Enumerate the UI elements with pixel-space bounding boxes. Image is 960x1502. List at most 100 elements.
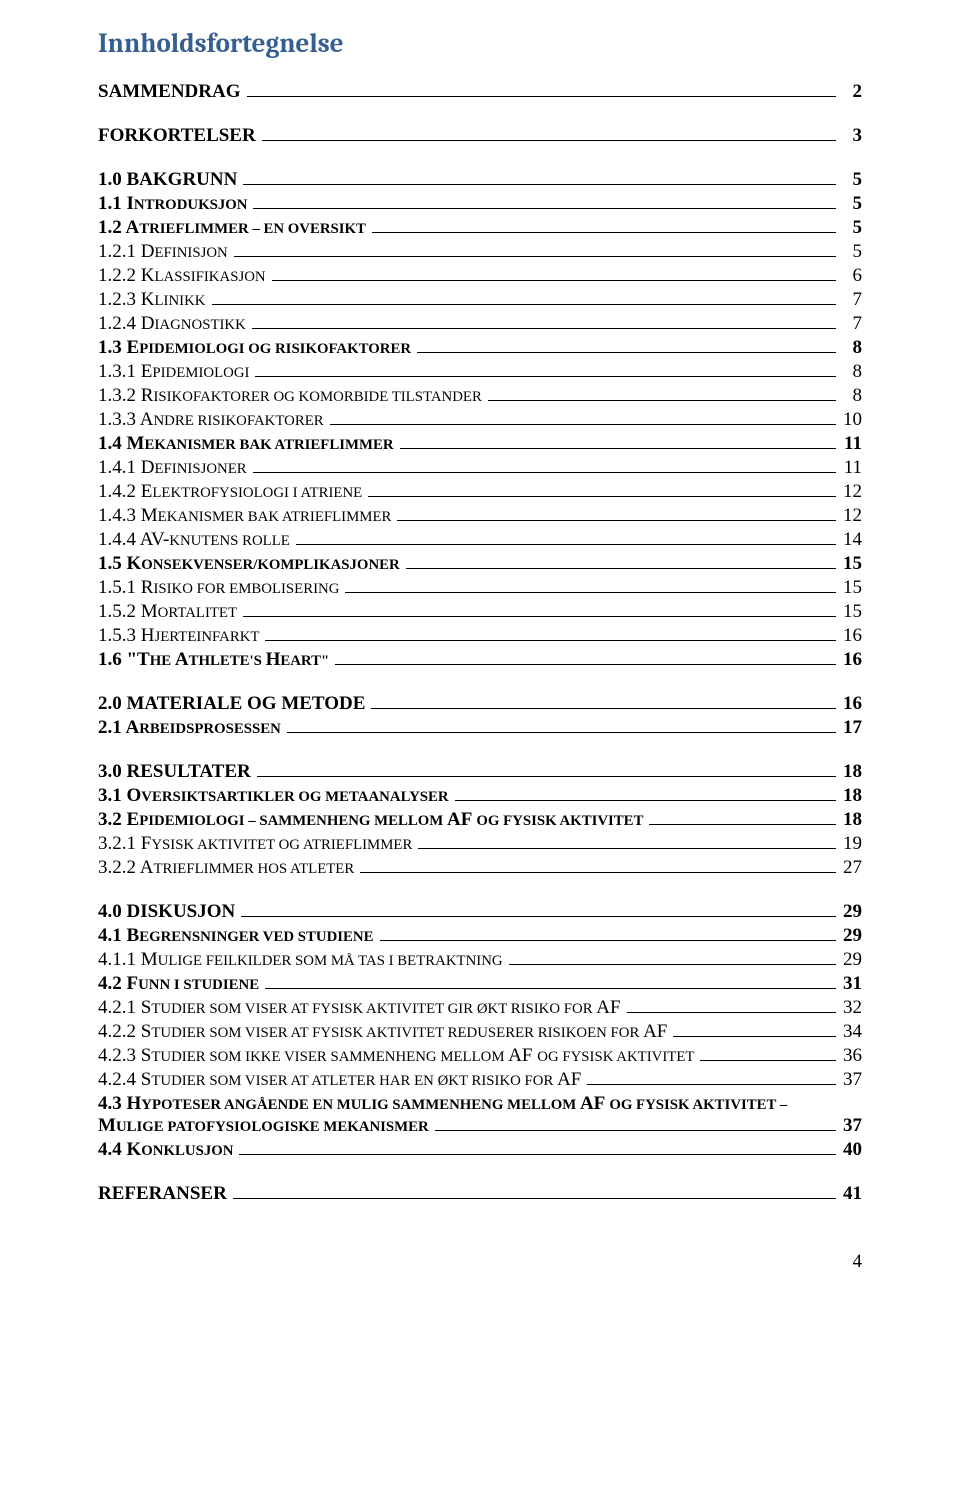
toc-entry-page: 40 (842, 1139, 862, 1161)
toc-entry: 4.2.4 STUDIER SOM VISER AT ATLETER HAR E… (98, 1069, 862, 1091)
toc-entry: 3.2.1 FYSISK AKTIVITET OG ATRIEFLIMMER19 (98, 833, 862, 855)
toc-entry: 1.2.2 KLASSIFIKASJON 6 (98, 265, 862, 287)
toc-entry-label: 1.5.2 MORTALITET (98, 601, 237, 623)
toc-entry-page: 27 (842, 857, 862, 879)
toc-entry: 4.4 KONKLUSJON40 (98, 1139, 862, 1161)
toc-entry-label: 1.5.3 HJERTEINFARKT (98, 625, 259, 647)
toc-entry: 4.2.1 STUDIER SOM VISER AT FYSISK AKTIVI… (98, 997, 862, 1019)
toc-leader-line (241, 905, 836, 917)
page-number: 4 (98, 1251, 862, 1273)
toc-entry-page: 5 (842, 169, 862, 191)
toc-leader-line (587, 1073, 836, 1085)
toc-entry-label: 1.4.3 MEKANISMER BAK ATRIEFLIMMER (98, 505, 391, 527)
toc-leader-line (257, 765, 836, 777)
toc-entry-label: 1.2.2 KLASSIFIKASJON (98, 265, 266, 287)
toc-leader-line (233, 1187, 836, 1199)
toc-entry-label: 1.4.4 AV-KNUTENS ROLLE (98, 529, 290, 551)
toc-entry-label: SAMMENDRAG (98, 81, 241, 103)
toc-leader-line (243, 173, 836, 185)
toc-entry-page: 10 (842, 409, 862, 431)
toc-entry-page: 3 (842, 125, 862, 147)
toc-entry: 1.4.3 MEKANISMER BAK ATRIEFLIMMER 12 (98, 505, 862, 527)
toc-leader-line (262, 129, 836, 141)
toc-entry: 1.2.1 DEFINISJON5 (98, 241, 862, 263)
toc-entry-page: 5 (842, 217, 862, 239)
toc-entry: 1.2 ATRIEFLIMMER – EN OVERSIKT 5 (98, 217, 862, 239)
toc-leader-line (265, 629, 836, 641)
toc-entry: 1.0 BAKGRUNN5 (98, 169, 862, 191)
toc-entry-label: 1.4.2 ELEKTROFYSIOLOGI I ATRIENE (98, 481, 362, 503)
toc-leader-line (400, 437, 836, 449)
toc-leader-line (243, 605, 836, 617)
toc-entry: 1.3.1 EPIDEMIOLOGI8 (98, 361, 862, 383)
toc-leader-line (368, 485, 836, 497)
toc-entry: REFERANSER41 (98, 1183, 862, 1205)
toc-entry-label: REFERANSER (98, 1183, 227, 1205)
toc-entry: 1.3.3 ANDRE RISIKOFAKTORER10 (98, 409, 862, 431)
toc-leader-line (212, 293, 837, 305)
toc-entry-page: 37 (842, 1115, 862, 1137)
toc-entry-label: 4.0 DISKUSJON (98, 901, 235, 923)
toc-entry: 1.4 MEKANISMER BAK ATRIEFLIMMER11 (98, 433, 862, 455)
toc-entry: 4.1.1 MULIGE FEILKILDER SOM MÅ TAS I BET… (98, 949, 862, 971)
toc-entry-label: 2.0 MATERIALE OG METODE (98, 693, 365, 715)
toc-entry: 1.4.4 AV-KNUTENS ROLLE14 (98, 529, 862, 551)
toc-entry: 1.5.1 RISIKO FOR EMBOLISERING15 (98, 577, 862, 599)
toc-entry-label: 3.0 RESULTATER (98, 761, 251, 783)
toc-leader-line (234, 245, 836, 257)
toc-leader-line (371, 697, 836, 709)
toc-leader-line (418, 837, 836, 849)
toc-leader-line (335, 653, 836, 665)
toc-entry-page: 16 (842, 693, 862, 715)
toc-entry: 3.1 OVERSIKTSARTIKLER OG METAANALYSER18 (98, 785, 862, 807)
toc-entry-page: 31 (842, 973, 862, 995)
toc-entry-label: FORKORTELSER (98, 125, 256, 147)
toc-entry: 1.5.2 MORTALITET15 (98, 601, 862, 623)
toc-entry-page: 15 (842, 577, 862, 599)
toc-entry-label: 4.1 BEGRENSNINGER VED STUDIENE (98, 925, 374, 947)
toc-entry-label: MULIGE PATOFYSIOLOGISKE MEKANISMER (98, 1115, 429, 1137)
toc-entry-label: 4.2.2 STUDIER SOM VISER AT FYSISK AKTIVI… (98, 1021, 667, 1043)
toc-entry-page: 16 (842, 649, 862, 671)
toc-entry-page: 12 (842, 505, 862, 527)
toc-leader-line (330, 413, 836, 425)
toc-leader-line (627, 1001, 836, 1013)
toc-entry-label: 1.2.4 DIAGNOSTIKK (98, 313, 246, 335)
toc-entry-page: 18 (842, 761, 862, 783)
toc-leader-line (488, 389, 836, 401)
toc-entry: 1.3 EPIDEMIOLOGI OG RISIKOFAKTORER8 (98, 337, 862, 359)
toc-entry-label: 1.4.1 DEFINISJONER (98, 457, 247, 479)
toc-entry-label: 1.6 "THE ATHLETE'S HEART" (98, 649, 329, 671)
toc-entry-page: 11 (842, 433, 862, 455)
toc-entry-page: 12 (842, 481, 862, 503)
toc-entry-page: 6 (842, 265, 862, 287)
toc-leader-line (247, 85, 837, 97)
toc-leader-line (272, 269, 836, 281)
toc-entry-page: 37 (842, 1069, 862, 1091)
toc-entry-page: 5 (842, 241, 862, 263)
toc-entry: 3.2.2 ATRIEFLIMMER HOS ATLETER27 (98, 857, 862, 879)
toc-entry: 4.2.2 STUDIER SOM VISER AT FYSISK AKTIVI… (98, 1021, 862, 1043)
toc-entry-page: 36 (842, 1045, 862, 1067)
toc-entry-page: 7 (842, 313, 862, 335)
toc-entry-page: 34 (842, 1021, 862, 1043)
toc-entry-page: 2 (842, 81, 862, 103)
toc-entry-label: 4.2.1 STUDIER SOM VISER AT FYSISK AKTIVI… (98, 997, 621, 1019)
toc-entry-page: 18 (842, 809, 862, 831)
toc-entry: 1.4.1 DEFINISJONER11 (98, 457, 862, 479)
toc-leader-line (455, 789, 836, 801)
toc-entry-page: 8 (842, 385, 862, 407)
toc-entry: 1.3.2 RISIKOFAKTORER OG KOMORBIDE TILSTA… (98, 385, 862, 407)
toc-entry-page: 18 (842, 785, 862, 807)
toc-entry-page: 17 (842, 717, 862, 739)
toc-leader-line (255, 365, 836, 377)
toc-leader-line (287, 721, 836, 733)
doc-title: Innholdsfortegnelse (98, 28, 862, 59)
toc-entry-label: 1.2 ATRIEFLIMMER – EN OVERSIKT (98, 217, 366, 239)
toc-entry-label: 1.1 INTRODUKSJON (98, 193, 247, 215)
toc-entry-page: 16 (842, 625, 862, 647)
toc-entry-label: 4.2.4 STUDIER SOM VISER AT ATLETER HAR E… (98, 1069, 581, 1091)
toc-entry-label: 4.3 HYPOTESER ANGÅENDE EN MULIG SAMMENHE… (98, 1093, 862, 1115)
toc-entry: 1.6 "THE ATHLETE'S HEART" 16 (98, 649, 862, 671)
toc-entry-page: 7 (842, 289, 862, 311)
